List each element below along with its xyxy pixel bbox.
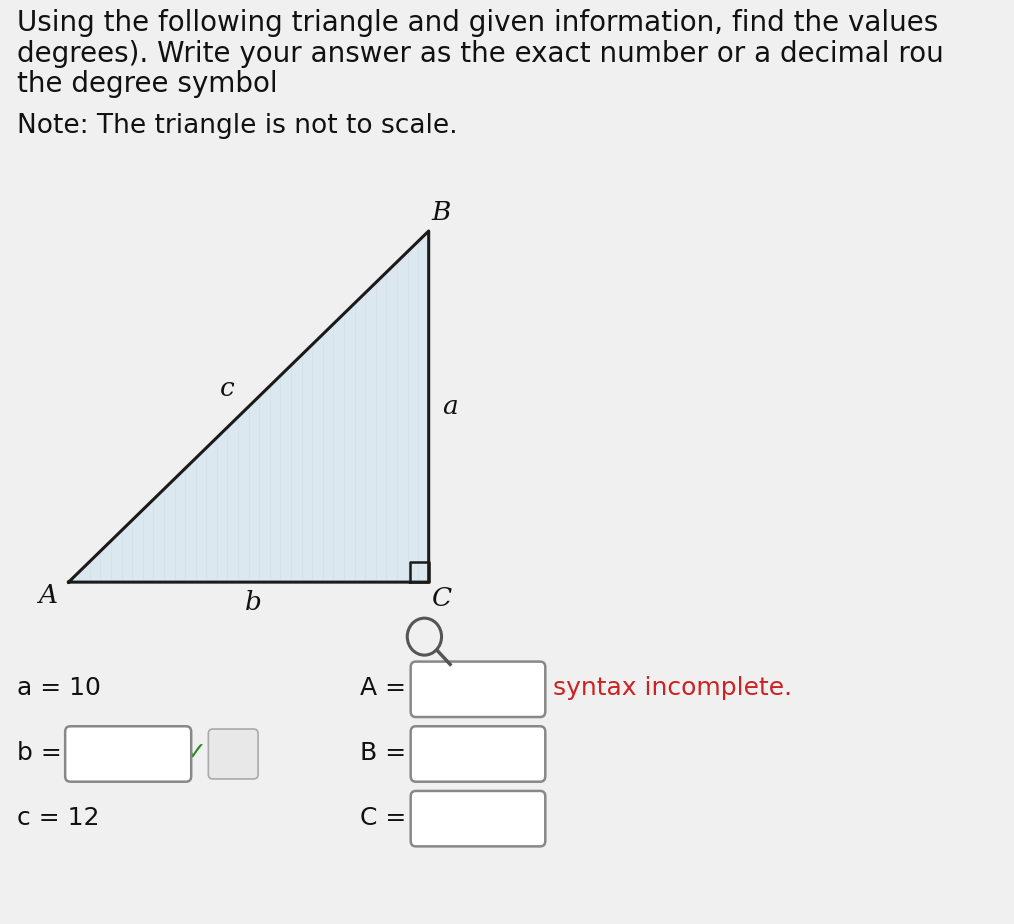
Text: c: c [220, 375, 234, 401]
Text: Using the following triangle and given information, find the values: Using the following triangle and given i… [17, 9, 938, 37]
Text: C: C [432, 586, 451, 612]
Polygon shape [69, 231, 429, 582]
FancyBboxPatch shape [208, 729, 259, 779]
Text: a = 10: a = 10 [17, 676, 101, 700]
Text: c = 12: c = 12 [17, 806, 99, 830]
Text: Note: The triangle is not to scale.: Note: The triangle is not to scale. [17, 113, 457, 139]
FancyBboxPatch shape [65, 726, 192, 782]
Text: degrees). Write your answer as the exact number or a decimal rou: degrees). Write your answer as the exact… [17, 40, 944, 67]
Text: B =: B = [360, 741, 407, 765]
FancyBboxPatch shape [411, 791, 546, 846]
Text: A: A [38, 583, 57, 609]
Text: b =: b = [17, 741, 62, 765]
FancyBboxPatch shape [411, 662, 546, 717]
Text: the degree symbol: the degree symbol [17, 70, 278, 98]
FancyBboxPatch shape [411, 726, 546, 782]
Text: syntax incomplete.: syntax incomplete. [553, 676, 792, 700]
Text: σ°: σ° [221, 743, 245, 763]
Text: ✓: ✓ [185, 741, 206, 765]
Text: a: a [442, 394, 458, 419]
Text: A =: A = [360, 676, 406, 700]
Text: B: B [432, 200, 451, 225]
Text: 6.633: 6.633 [92, 741, 163, 765]
Text: t: t [425, 677, 434, 699]
Text: b: b [244, 590, 262, 615]
Text: C =: C = [360, 806, 407, 830]
